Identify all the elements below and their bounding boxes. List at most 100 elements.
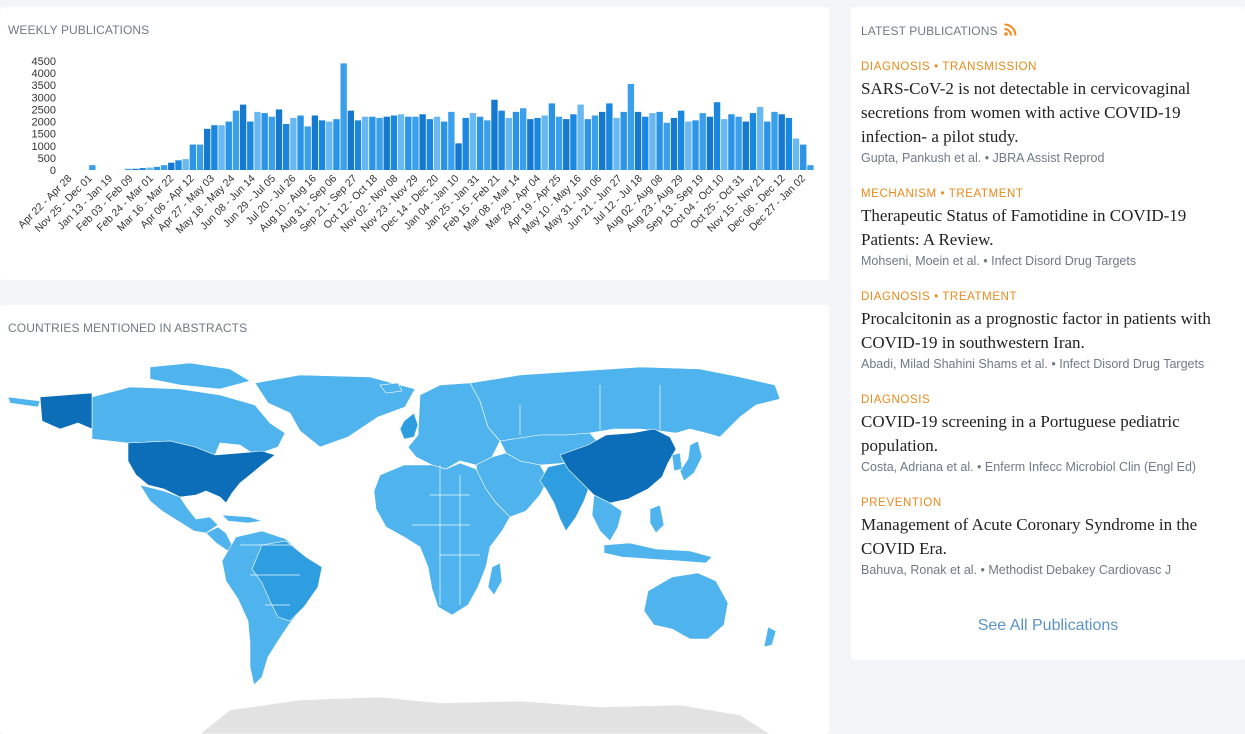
bar[interactable] bbox=[297, 115, 304, 171]
map-region-mexico[interactable] bbox=[139, 484, 219, 534]
map-region-new-zealand[interactable] bbox=[763, 626, 777, 648]
bar[interactable] bbox=[268, 116, 276, 170]
bar[interactable] bbox=[383, 116, 390, 170]
bar[interactable] bbox=[685, 121, 692, 170]
bar[interactable] bbox=[584, 119, 591, 170]
map-region-africa[interactable] bbox=[373, 462, 511, 616]
map-region-japan[interactable] bbox=[679, 440, 703, 482]
bar[interactable] bbox=[756, 107, 764, 170]
bar[interactable] bbox=[160, 165, 168, 170]
bar[interactable] bbox=[699, 113, 706, 170]
publication-item[interactable]: DIAGNOSIS • TRANSMISSION SARS-CoV-2 is n… bbox=[861, 61, 1241, 165]
bar[interactable] bbox=[677, 110, 685, 170]
bar[interactable] bbox=[462, 117, 469, 170]
bar[interactable] bbox=[218, 125, 225, 170]
bar[interactable] bbox=[211, 125, 218, 170]
bar[interactable] bbox=[555, 116, 563, 170]
map-region-brazil[interactable] bbox=[251, 540, 323, 622]
bar[interactable] bbox=[749, 113, 757, 170]
bar[interactable] bbox=[670, 117, 678, 170]
map-region-usa[interactable] bbox=[127, 440, 276, 504]
bar[interactable] bbox=[606, 103, 613, 170]
bar[interactable] bbox=[196, 144, 204, 170]
bar[interactable] bbox=[139, 168, 146, 170]
bar[interactable] bbox=[498, 110, 505, 170]
bar[interactable] bbox=[656, 111, 663, 170]
bar[interactable] bbox=[484, 120, 491, 170]
bar[interactable] bbox=[261, 113, 268, 170]
bar[interactable] bbox=[347, 110, 355, 170]
bar[interactable] bbox=[577, 104, 584, 170]
bar[interactable] bbox=[642, 116, 649, 170]
bar[interactable] bbox=[189, 144, 197, 170]
bar[interactable] bbox=[232, 110, 240, 170]
bar[interactable] bbox=[333, 119, 340, 170]
bar[interactable] bbox=[620, 111, 627, 170]
bar[interactable] bbox=[311, 115, 319, 171]
publication-title[interactable]: COVID-19 screening in a Portuguese pedia… bbox=[861, 412, 1180, 455]
bar[interactable] bbox=[326, 121, 333, 170]
map-region-canada-islands[interactable] bbox=[149, 362, 251, 390]
bar[interactable] bbox=[519, 108, 527, 170]
bar[interactable] bbox=[225, 121, 232, 170]
publication-item[interactable]: MECHANISM • TREATMENT Therapeutic Status… bbox=[861, 188, 1241, 268]
bar[interactable] bbox=[706, 116, 714, 170]
map-region-alaska[interactable] bbox=[39, 392, 93, 430]
bar[interactable] bbox=[570, 114, 577, 170]
see-all-publications-link[interactable]: See All Publications bbox=[977, 617, 1119, 634]
bar[interactable] bbox=[627, 84, 635, 170]
bar[interactable] bbox=[721, 119, 728, 170]
map-region-se-asia[interactable] bbox=[591, 494, 623, 542]
bar[interactable] bbox=[807, 165, 814, 170]
map-region-korea[interactable] bbox=[671, 452, 683, 472]
bar[interactable] bbox=[713, 102, 721, 170]
bar[interactable] bbox=[390, 115, 398, 171]
bar[interactable] bbox=[182, 159, 189, 170]
bar[interactable] bbox=[125, 168, 132, 170]
bar[interactable] bbox=[290, 117, 297, 170]
bar[interactable] bbox=[304, 126, 311, 170]
bar[interactable] bbox=[778, 114, 785, 170]
bar[interactable] bbox=[591, 115, 599, 171]
bar[interactable] bbox=[204, 128, 211, 170]
publication-item[interactable]: PREVENTION Management of Acute Coronary … bbox=[861, 497, 1241, 577]
bar[interactable] bbox=[649, 113, 656, 170]
bar[interactable] bbox=[146, 167, 153, 170]
bar[interactable] bbox=[634, 111, 642, 170]
bar[interactable] bbox=[247, 121, 254, 170]
bar[interactable] bbox=[476, 116, 484, 170]
bar[interactable] bbox=[132, 168, 139, 170]
bar[interactable] bbox=[728, 114, 735, 170]
bar[interactable] bbox=[419, 114, 426, 170]
bar[interactable] bbox=[426, 119, 434, 170]
bar[interactable] bbox=[440, 121, 448, 170]
bar[interactable] bbox=[505, 117, 512, 170]
publication-title[interactable]: SARS-CoV-2 is not detectable in cervicov… bbox=[861, 79, 1191, 146]
publication-item[interactable]: DIAGNOSIS • TREATMENT Procalcitonin as a… bbox=[861, 291, 1241, 371]
bar[interactable] bbox=[362, 116, 369, 170]
bar[interactable] bbox=[534, 117, 541, 170]
bar[interactable] bbox=[405, 116, 412, 170]
map-region-china[interactable] bbox=[559, 428, 677, 504]
bar[interactable] bbox=[735, 116, 742, 170]
publication-item[interactable]: DIAGNOSIS COVID-19 screening in a Portug… bbox=[861, 394, 1241, 474]
bar[interactable] bbox=[369, 116, 376, 170]
bar[interactable] bbox=[175, 160, 182, 170]
map-region-greenland[interactable] bbox=[254, 374, 416, 448]
bar[interactable] bbox=[153, 166, 161, 170]
bar[interactable] bbox=[354, 120, 362, 170]
bar[interactable] bbox=[800, 144, 807, 170]
bar[interactable] bbox=[448, 111, 455, 170]
bar[interactable] bbox=[764, 121, 771, 170]
bar[interactable] bbox=[340, 63, 347, 170]
map-region-indonesia[interactable] bbox=[603, 542, 713, 564]
bar[interactable] bbox=[792, 138, 800, 170]
publication-title[interactable]: Procalcitonin as a prognostic factor in … bbox=[861, 309, 1211, 352]
map-region-uk[interactable] bbox=[399, 412, 419, 440]
rss-icon[interactable] bbox=[1004, 23, 1017, 36]
bar[interactable] bbox=[433, 116, 441, 170]
bar[interactable] bbox=[239, 104, 247, 170]
map-region-aleutians[interactable] bbox=[7, 396, 41, 408]
bar[interactable] bbox=[742, 121, 749, 170]
map-region-canada[interactable] bbox=[91, 386, 286, 456]
